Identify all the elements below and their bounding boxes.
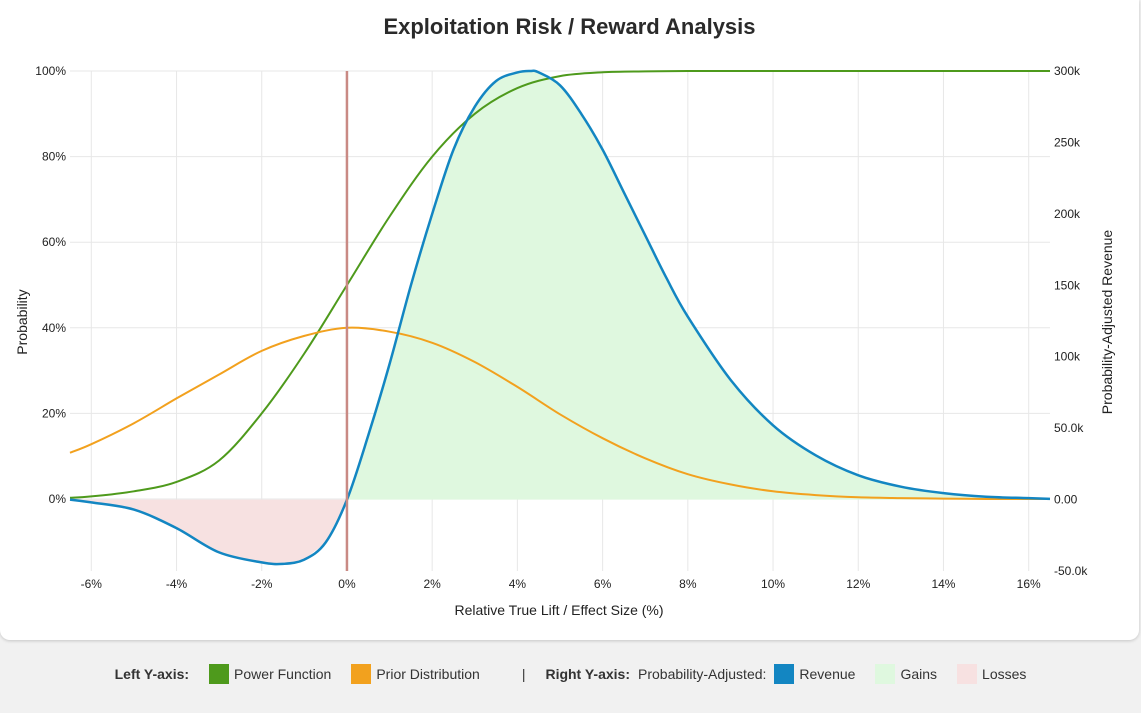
legend-swatch-gains: [875, 664, 896, 684]
line-layer: [69, 69, 1051, 566]
y-right-tick-label: 150k: [1054, 278, 1081, 292]
legend-item-power-function[interactable]: Power Function: [209, 664, 331, 684]
y-left-tick-label: 0%: [49, 492, 67, 506]
x-tick-label: 8%: [679, 577, 697, 591]
y-right-tick-label: 100k: [1054, 350, 1081, 364]
y-left-tick-label: 80%: [42, 150, 66, 164]
area-losses: [70, 499, 347, 564]
chart-plot: -6% -4% -2% 0% 2% 4% 6% 8% 10% 12% 14% 16% 0% 20% 40% 6…: [14, 64, 1115, 618]
y-right-tick-label: 250k: [1054, 135, 1081, 149]
y-right-tick-label: 300k: [1054, 64, 1081, 78]
chart-title: Exploitation Risk / Reward Analysis: [383, 14, 756, 39]
chart-card: Exploitation Risk / Reward Analysis -6% -…: [0, 0, 1139, 640]
tick-labels: -6% -4% -2% 0% 2% 4% 6% 8% 10% 12% 14% 16% 0% 20% 40% 6…: [35, 64, 1088, 591]
legend-item-gains[interactable]: Gains: [875, 664, 937, 684]
x-tick-label: -2%: [251, 577, 273, 591]
x-tick-label: 4%: [509, 577, 527, 591]
y-right-tick-label: 200k: [1054, 207, 1081, 221]
x-tick-label: 16%: [1017, 577, 1041, 591]
legend-left-axis-label: Left Y-axis:: [114, 666, 190, 682]
y-axis-right-label: Probability-Adjusted Revenue: [1099, 230, 1115, 415]
legend-swatch-losses: [957, 664, 978, 684]
legend-swatch-prior-distribution: [351, 664, 372, 684]
y-left-tick-label: 60%: [42, 235, 66, 249]
y-right-tick-label: 0.00: [1054, 493, 1078, 507]
area-gains: [347, 71, 1050, 500]
y-left-tick-label: 20%: [42, 406, 66, 420]
legend-right-prefix: Probability-Adjusted:: [638, 666, 767, 682]
x-tick-label: 2%: [424, 577, 442, 591]
legend-separator: |: [521, 666, 526, 682]
x-tick-label: 12%: [846, 577, 870, 591]
x-tick-label: -4%: [166, 577, 188, 591]
y-right-tick-label: -50.0k: [1054, 564, 1088, 578]
series-line-revenue: [69, 69, 1051, 566]
legend-label-gains: Gains: [900, 666, 938, 682]
series-line-power-function: [69, 69, 1050, 499]
legend-item-revenue[interactable]: Revenue: [774, 664, 855, 684]
legend: Left Y-axis: Power Function Prior Distri…: [0, 664, 1141, 684]
area-layer: [70, 71, 1050, 564]
series-line-prior-distribution: [69, 326, 1050, 501]
legend-item-losses[interactable]: Losses: [957, 664, 1026, 684]
x-tick-label: 10%: [761, 577, 785, 591]
legend-label-losses: Losses: [982, 666, 1027, 682]
y-right-tick-label: 50.0k: [1054, 421, 1084, 435]
legend-label-power-function: Power Function: [234, 666, 332, 682]
legend-swatch-power-function: [209, 664, 230, 684]
legend-label-prior-distribution: Prior Distribution: [376, 666, 480, 682]
x-tick-label: -6%: [81, 577, 103, 591]
legend-right-axis-label: Right Y-axis:: [545, 666, 630, 682]
x-tick-label: 0%: [338, 577, 356, 591]
x-axis-label: Relative True Lift / Effect Size (%): [454, 602, 663, 618]
x-tick-label: 14%: [931, 577, 955, 591]
legend-label-revenue: Revenue: [799, 666, 856, 682]
legend-item-prior-distribution[interactable]: Prior Distribution: [351, 664, 480, 684]
x-tick-label: 6%: [594, 577, 612, 591]
legend-swatch-revenue: [774, 664, 795, 684]
y-left-tick-label: 40%: [42, 321, 66, 335]
y-axis-left-label: Probability: [14, 289, 30, 354]
y-left-tick-label: 100%: [35, 64, 66, 78]
